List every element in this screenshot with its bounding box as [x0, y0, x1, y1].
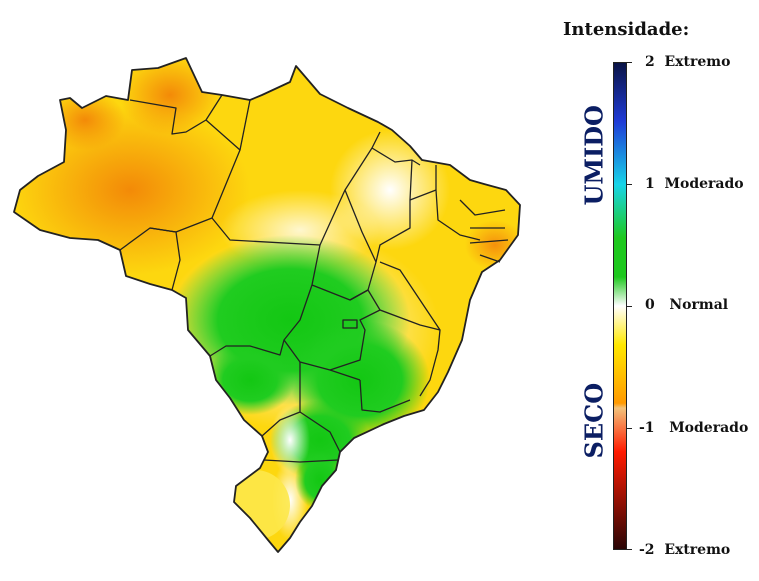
- dry-label: SECO: [579, 382, 609, 459]
- tick-label-0: 0 Normal: [645, 297, 729, 313]
- tick-1: [627, 184, 632, 185]
- tick-0: [627, 306, 632, 307]
- tick-minus-2: [627, 549, 632, 550]
- brazil-drought-map: [13, 57, 521, 553]
- wet-label: UMIDO: [579, 105, 609, 206]
- legend-title: Intensidade:: [563, 19, 690, 40]
- tick-label-2: 2 Extremo: [645, 54, 731, 70]
- tick-label-minus-2: -2 Extremo: [639, 542, 731, 558]
- tick-label-minus-1: -1 Moderado: [639, 420, 749, 436]
- colorbar: [613, 62, 627, 550]
- tick-label-1: 1 Moderado: [645, 176, 744, 192]
- state-borders: [13, 57, 521, 553]
- tick-2: [627, 62, 632, 63]
- tick-minus-1: [627, 428, 632, 429]
